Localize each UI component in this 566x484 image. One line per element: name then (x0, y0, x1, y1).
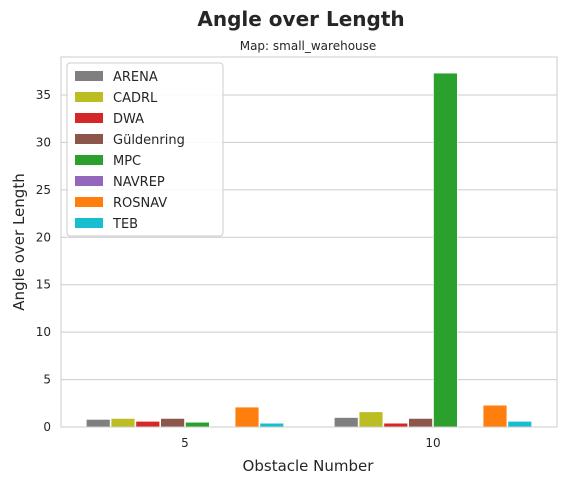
legend-swatch (75, 176, 103, 186)
bars (86, 72, 532, 428)
bar-teb-10 (507, 421, 532, 428)
bar-teb-5 (259, 422, 284, 428)
legend-box (66, 62, 224, 237)
legend-label: Güldenring (113, 133, 185, 148)
legend-swatch (75, 218, 103, 228)
legend-label: CADRL (113, 91, 158, 106)
legend-label: DWA (113, 112, 144, 127)
y-tick-label: 30 (36, 135, 51, 149)
legend: ARENA CADRL DWA Güldenring MPC NAVREP ROSNAV TE… (66, 62, 224, 237)
bar-cadrl-10 (358, 411, 384, 428)
bar-g-ldenring-5 (160, 418, 185, 428)
y-tick-label: 5 (43, 373, 51, 387)
bar-dwa-10 (383, 422, 408, 428)
legend-swatch (75, 134, 103, 144)
y-tick-label: 15 (36, 278, 51, 292)
y-tick-labels: 0 5 10 15 20 25 30 35 (36, 88, 51, 434)
bar-arena-5 (86, 419, 111, 428)
y-axis-label: Angle over Length (10, 173, 28, 310)
bar-mpc-5 (185, 421, 210, 428)
chart-title: Angle over Length (197, 7, 404, 31)
chart-subtitle: Map: small_warehouse (240, 39, 377, 53)
bar-cadrl-5 (110, 418, 136, 428)
legend-label: MPC (113, 154, 141, 169)
y-tick-label: 20 (36, 230, 51, 244)
bar-rosnav-10 (482, 404, 508, 428)
x-axis-label: Obstacle Number (243, 457, 375, 475)
x-tick-label: 10 (425, 436, 440, 450)
y-tick-label: 25 (36, 183, 51, 197)
bar-arena-10 (333, 417, 359, 428)
y-tick-label: 10 (36, 325, 51, 339)
x-tick-label: 5 (181, 436, 189, 450)
y-tick-label: 35 (36, 88, 51, 102)
legend-swatch (75, 92, 103, 102)
bar-dwa-5 (135, 421, 160, 428)
legend-label: TEB (112, 217, 138, 232)
bar-mpc-10 (433, 72, 458, 428)
bar-g-ldenring-10 (408, 418, 433, 428)
legend-swatch (75, 197, 103, 207)
legend-swatch (75, 155, 103, 165)
legend-label: ROSNAV (113, 196, 167, 211)
legend-swatch (75, 113, 103, 123)
legend-swatch (75, 71, 103, 81)
plot-frame (60, 56, 558, 428)
legend-label: NAVREP (113, 175, 165, 190)
bar-rosnav-5 (234, 406, 260, 428)
legend-label: ARENA (113, 70, 158, 85)
y-tick-label: 0 (43, 420, 51, 434)
x-tick-labels: 5 10 (181, 436, 440, 450)
